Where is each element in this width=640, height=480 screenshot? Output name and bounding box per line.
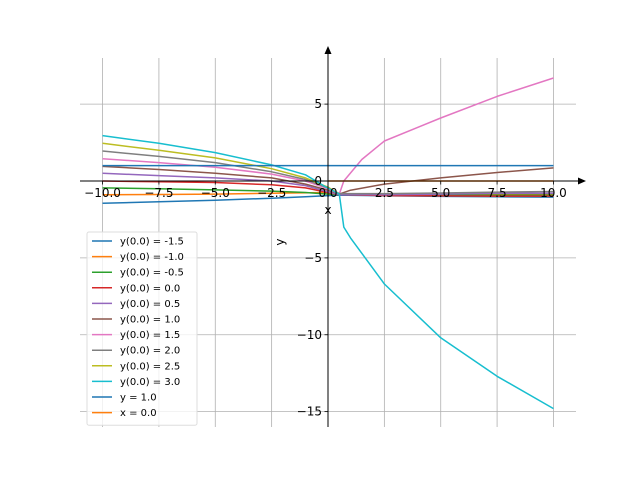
y-tick-label: 0 (314, 174, 322, 188)
y-axis-arrowhead (324, 46, 332, 54)
legend-entry: y(0.0) = 1.0 (120, 315, 180, 326)
x-axis-arrowhead (578, 177, 586, 185)
series-line-9-1 (338, 193, 554, 410)
axes (80, 46, 586, 427)
y-tick-label: −10 (297, 328, 322, 342)
legend: y(0.0) = -1.5 y(0.0) = -1.0 y(0.0) = -0.5 y… (86, 231, 198, 426)
legend-entry: y = 1.0 (120, 393, 157, 404)
legend-entry: y(0.0) = 1.5 (120, 330, 180, 341)
y-tick-label: 5 (314, 97, 322, 111)
legend-box (86, 231, 198, 426)
x-tick-label: −10.0 (84, 186, 121, 200)
x-tick-label: 5.0 (431, 186, 450, 200)
x-tick-label: 0.0 (318, 186, 337, 200)
legend-entry: y(0.0) = -1.5 (120, 237, 184, 248)
legend-entry: x = 0.0 (120, 408, 157, 419)
x-axis-label: x (324, 203, 331, 217)
x-tick-label: 7.5 (488, 186, 507, 200)
x-tick-label: −2.5 (257, 186, 286, 200)
legend-entry: y(0.0) = 0.5 (120, 299, 180, 310)
legend-entry: y(0.0) = -1.0 (120, 252, 184, 263)
x-tick-label: −7.5 (144, 186, 173, 200)
y-tick-label: −15 (297, 405, 322, 419)
legend-entry: y(0.0) = 3.0 (120, 377, 180, 388)
y-axis-label: y (273, 238, 287, 245)
y-tick-label: −5 (304, 251, 322, 265)
ticks: −10.0 −7.5 −5.0 −2.5 0.0 2.5 5.0 7.5 10.0 5 0 −5 −10… (84, 97, 567, 419)
legend-entry: y(0.0) = 2.5 (120, 361, 180, 372)
x-tick-label: 2.5 (375, 186, 394, 200)
legend-entry: y(0.0) = 0.0 (120, 283, 180, 294)
legend-entry: y(0.0) = 2.0 (120, 346, 180, 357)
x-tick-label: 10.0 (540, 186, 567, 200)
x-tick-label: −5.0 (201, 186, 230, 200)
legend-entry: y(0.0) = -0.5 (120, 268, 184, 279)
